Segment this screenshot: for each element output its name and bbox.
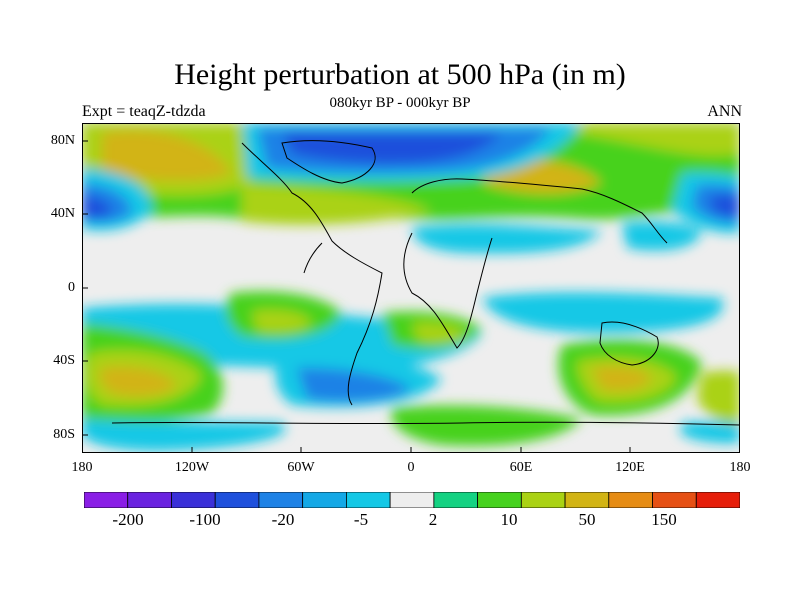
colorbar-label-m5: -5 <box>353 510 369 529</box>
colorbar-box <box>564 492 610 508</box>
colorbar-label-m20: -20 <box>271 510 295 529</box>
lon-label-180w: 180 <box>71 460 93 475</box>
plot-title: Height perturbation at 500 hPa (in m) <box>174 58 626 91</box>
period-label: 080kyr BP - 000kyr BP <box>329 95 471 111</box>
colorbar-box <box>477 492 522 508</box>
map-plot <box>82 123 740 453</box>
colorbar-label-2: 2 <box>428 510 438 529</box>
colorbar-box <box>127 492 172 508</box>
experiment-label: Expt = teaqZ-tdzda <box>82 103 206 120</box>
lat-label-40n: 40N <box>50 206 75 221</box>
lat-label-0: 0 <box>68 280 75 295</box>
colorbar-box <box>302 492 347 508</box>
colorbar-label-10: 10 <box>500 510 518 529</box>
lon-label-60e: 60E <box>509 460 533 475</box>
colorbar-label-m200: -200 <box>112 510 144 529</box>
colorbar-box <box>84 492 129 508</box>
colorbar-box <box>608 492 653 508</box>
coastlines <box>111 140 740 426</box>
lat-label-80n: 80N <box>50 133 75 148</box>
colorbar-box <box>345 492 391 508</box>
colorbar <box>84 492 740 508</box>
colorbar-box <box>695 492 740 508</box>
lon-label-120w: 120W <box>174 460 210 475</box>
lon-label-120e: 120E <box>615 460 645 475</box>
colorbar-box <box>171 492 216 508</box>
colorbar-box <box>433 492 478 508</box>
tick-marks <box>82 140 631 453</box>
lat-label-40s: 40S <box>53 353 75 368</box>
colorbar-box <box>652 492 697 508</box>
lon-label-180e: 180 <box>729 460 751 475</box>
colorbar-box <box>258 492 304 508</box>
colorbar-box <box>389 492 435 508</box>
colorbar-box <box>214 492 260 508</box>
colorbar-label-m100: -100 <box>189 510 221 529</box>
lon-label-0: 0 <box>407 460 415 475</box>
season-label: ANN <box>707 103 742 120</box>
lat-label-80s: 80S <box>53 427 75 442</box>
colorbar-box <box>520 492 566 508</box>
colorbar-label-50: 50 <box>578 510 596 529</box>
lon-label-60w: 60W <box>287 460 315 475</box>
colorbar-label-150: 150 <box>651 510 677 529</box>
